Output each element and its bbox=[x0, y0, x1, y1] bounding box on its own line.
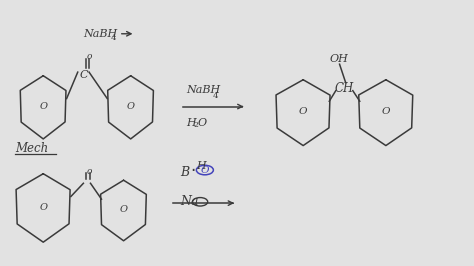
Text: ·: · bbox=[191, 162, 196, 180]
Text: CH: CH bbox=[335, 81, 354, 94]
Text: o: o bbox=[87, 167, 92, 176]
Text: O: O bbox=[39, 102, 47, 111]
Text: 2: 2 bbox=[193, 121, 199, 129]
Text: O: O bbox=[299, 107, 308, 116]
Text: O: O bbox=[201, 165, 209, 174]
Text: Mech: Mech bbox=[15, 142, 48, 155]
Text: H: H bbox=[196, 161, 206, 171]
Text: NaBH: NaBH bbox=[186, 85, 220, 95]
Text: o: o bbox=[86, 52, 92, 61]
Text: O: O bbox=[119, 205, 128, 214]
Text: OH: OH bbox=[329, 54, 348, 64]
Text: NaBH: NaBH bbox=[83, 29, 118, 39]
Text: C: C bbox=[79, 70, 88, 80]
Text: 4: 4 bbox=[111, 34, 116, 42]
Text: B: B bbox=[180, 166, 190, 179]
Text: O: O bbox=[39, 203, 47, 211]
Text: 4: 4 bbox=[213, 92, 219, 100]
Text: H: H bbox=[186, 118, 196, 128]
Text: O: O bbox=[382, 107, 390, 116]
Text: Na: Na bbox=[180, 195, 199, 208]
Text: O: O bbox=[127, 102, 135, 111]
Text: O: O bbox=[197, 118, 206, 128]
